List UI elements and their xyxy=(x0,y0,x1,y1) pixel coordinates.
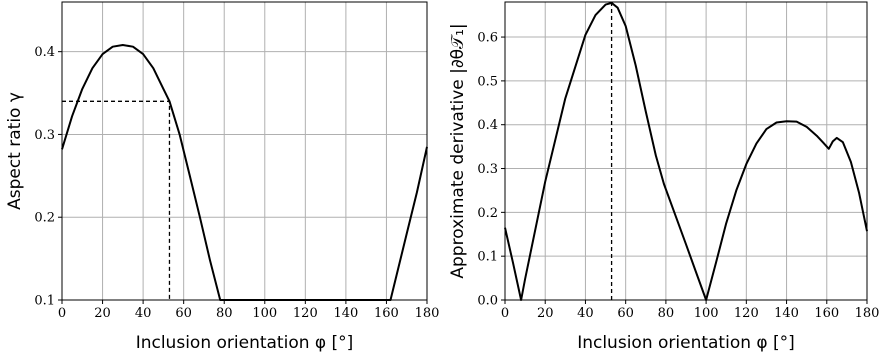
x-tick-label: 140 xyxy=(333,306,358,321)
x-tick-label: 40 xyxy=(577,306,594,321)
series-line xyxy=(61,44,428,301)
x-tick-label: 100 xyxy=(252,306,277,321)
x-tick-label: 120 xyxy=(734,306,759,321)
x-tick-label: 140 xyxy=(774,306,799,321)
x-tick-label: 160 xyxy=(814,306,839,321)
x-tick-label: 80 xyxy=(216,306,233,321)
x-tick-label: 40 xyxy=(135,306,152,321)
x-tick-label: 0 xyxy=(501,306,509,321)
x-tick-label: 180 xyxy=(415,306,440,321)
y-tick-label: 0.1 xyxy=(34,294,55,309)
y-tick-label: 0.4 xyxy=(477,118,498,133)
y-tick-label: 0.2 xyxy=(477,206,498,221)
x-tick-label: 80 xyxy=(658,306,675,321)
x-tick-label: 20 xyxy=(94,306,111,321)
y-tick-label: 0.1 xyxy=(477,250,498,265)
y-tick-label: 0.0 xyxy=(477,294,498,309)
right-chart-panel: 0 20 40 60 80 100 120 140 160 180 0.0 0.1 0.2 0.3 0.4 0… xyxy=(448,1,880,353)
y-tick-label: 0.4 xyxy=(34,45,55,60)
x-tick-label: 160 xyxy=(374,306,399,321)
x-tick-label: 100 xyxy=(694,306,719,321)
x-tick-label: 60 xyxy=(175,306,192,321)
y-axis-label: Aspect ratio γ xyxy=(5,92,25,210)
y-tick-label: 0.5 xyxy=(477,74,498,89)
x-tick-label: 120 xyxy=(293,306,318,321)
series-line xyxy=(504,1,868,301)
x-tick-label: 0 xyxy=(58,306,66,321)
x-tick-label: 180 xyxy=(855,306,880,321)
plot-frame xyxy=(504,1,868,301)
y-tick-label: 0.2 xyxy=(34,211,55,226)
left-chart-panel: 0 20 40 60 80 100 120 140 160 180 0.1 0.2 0.3 0.4 Incl… xyxy=(5,1,440,353)
dashed-guide-line xyxy=(62,100,171,300)
x-axis-label: Inclusion orientation φ [°] xyxy=(136,333,354,353)
y-tick-label: 0.3 xyxy=(34,128,55,143)
x-axis-label: Inclusion orientation φ [°] xyxy=(577,333,795,353)
y-axis-label: Approximate derivative |∂θ𝒯₁| xyxy=(448,23,468,278)
y-tick-label: 0.3 xyxy=(477,162,498,177)
y-tick-label: 0.6 xyxy=(477,31,498,46)
plot-frame xyxy=(61,1,428,301)
x-tick-label: 20 xyxy=(537,306,554,321)
x-tick-label: 60 xyxy=(617,306,634,321)
